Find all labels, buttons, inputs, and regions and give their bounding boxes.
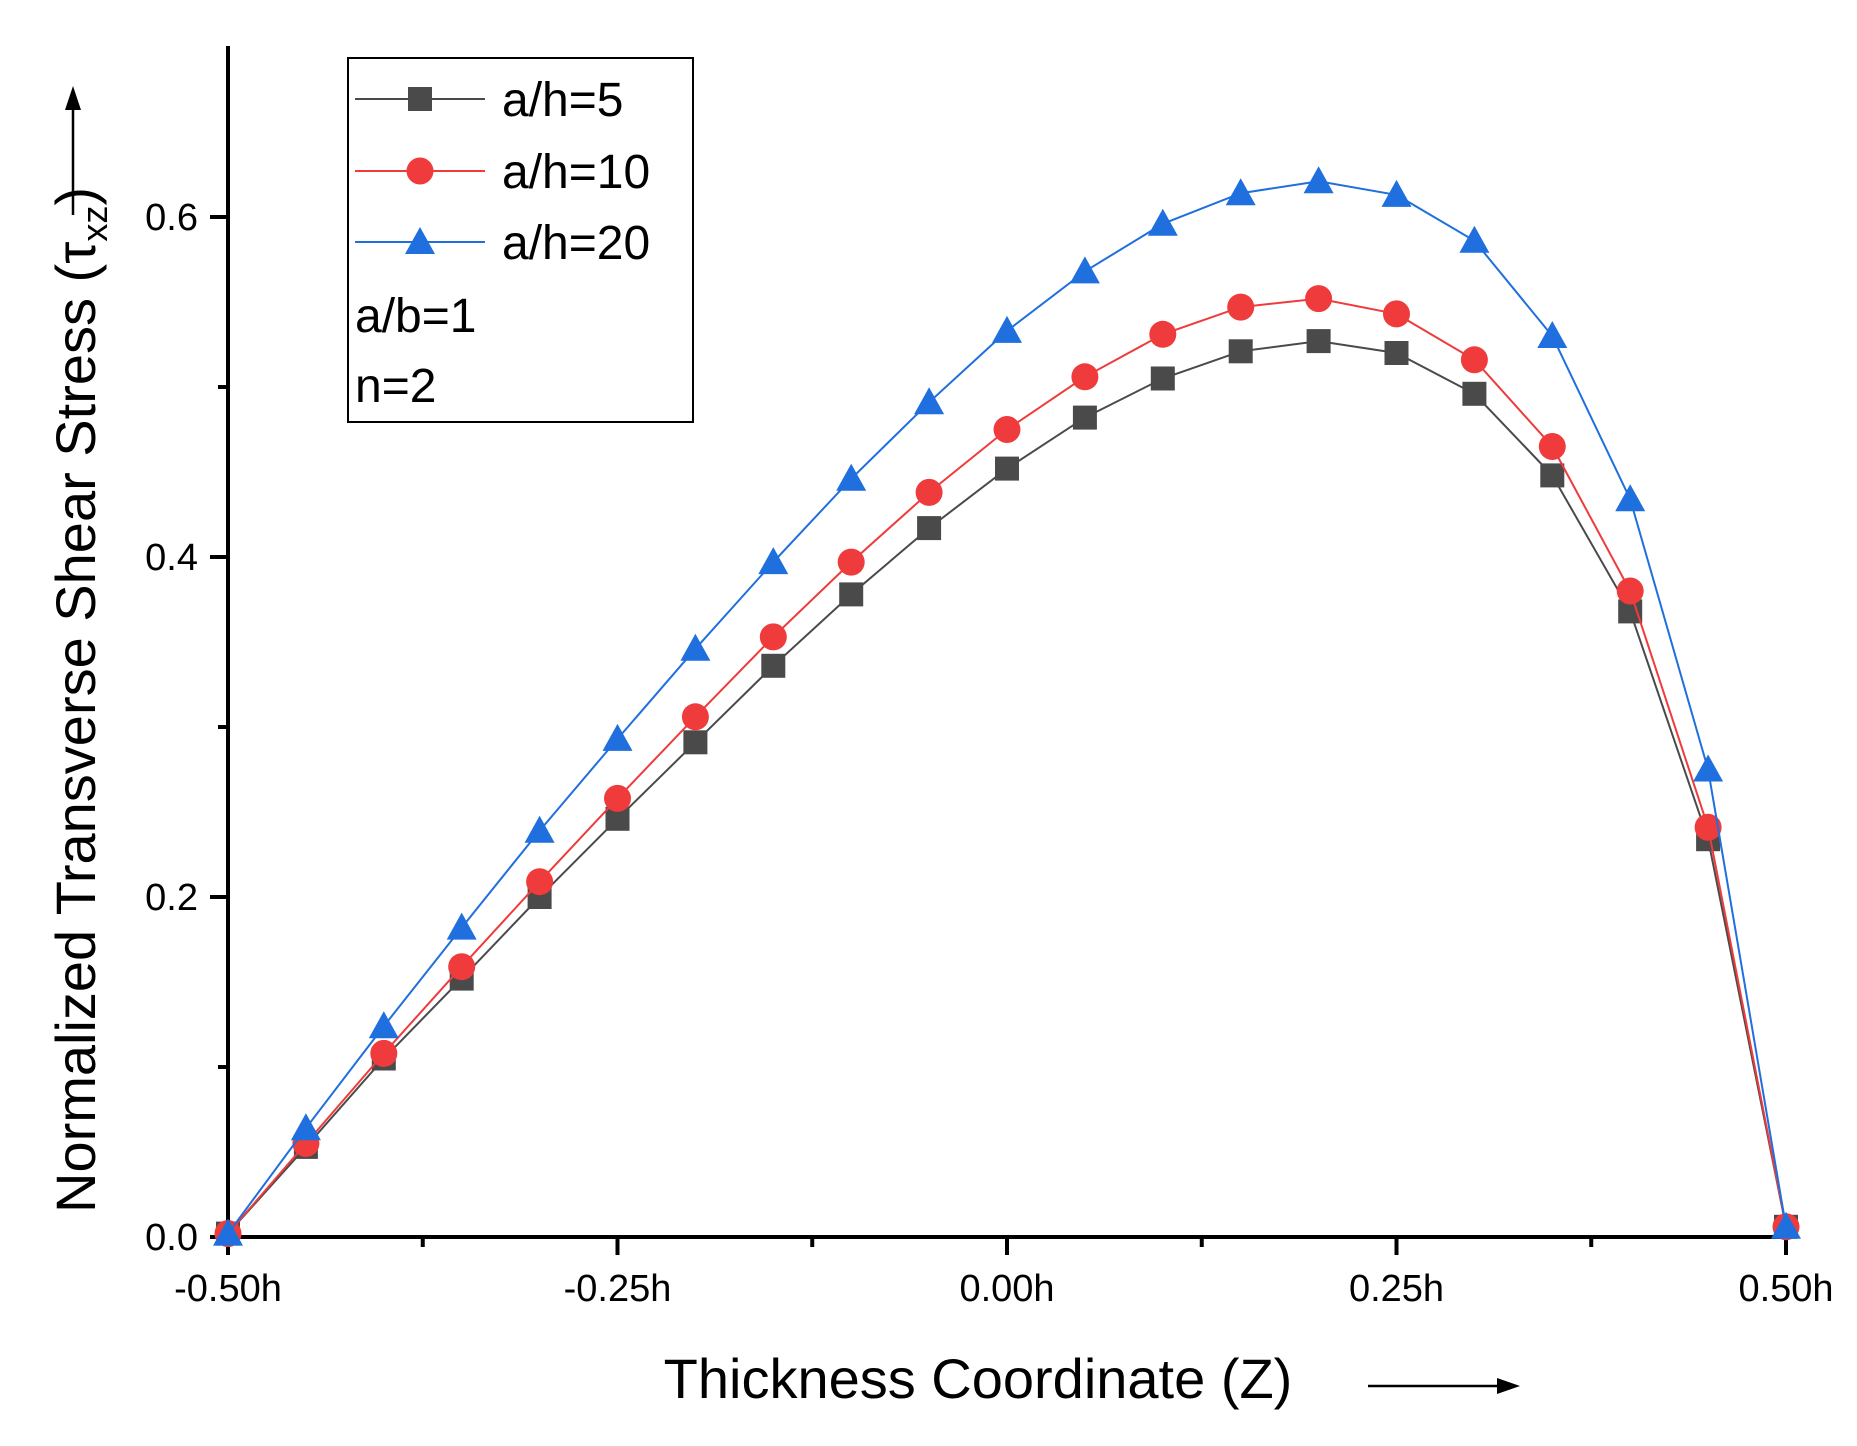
legend-marker — [408, 87, 432, 111]
data-point — [681, 703, 709, 731]
data-point — [836, 463, 867, 491]
data-point — [1694, 813, 1722, 841]
ticks: -0.50h -0.25h 0.00h 0.25h 0.50h 0.0 0.2 0.4 0.6 — [145, 197, 1833, 1310]
data-point — [1150, 366, 1175, 391]
series-3 — [213, 166, 1801, 1246]
data-point — [1771, 1211, 1801, 1239]
data-point — [1383, 300, 1410, 328]
x-axis-arrow — [1368, 1378, 1520, 1394]
data-point — [993, 416, 1021, 443]
data-point — [602, 723, 633, 751]
y-axis-arrow — [65, 86, 81, 215]
legend: a/h=5 a/h=10 a/h=20 a/b=1 n=2 — [347, 57, 694, 423]
data-point — [370, 1039, 398, 1067]
series-layer — [213, 166, 1801, 1248]
x-tick-label: -0.50h — [174, 1268, 282, 1310]
data-point — [914, 387, 945, 415]
data-point — [1228, 339, 1253, 364]
data-point — [761, 653, 786, 678]
data-point — [1459, 225, 1490, 253]
y-axis-title: Normalized Transverse Shear Stress (τxz) — [44, 187, 115, 1213]
data-point — [526, 868, 554, 896]
data-point — [1147, 208, 1178, 236]
data-point — [1693, 754, 1724, 782]
data-point — [290, 1113, 321, 1141]
data-point — [683, 730, 708, 755]
y-axis-title-sub: xz — [74, 206, 115, 242]
data-point — [758, 547, 789, 575]
x-tick-label: 0.25h — [1349, 1268, 1444, 1310]
data-point — [1305, 285, 1333, 313]
data-point — [1540, 463, 1565, 488]
data-point — [448, 953, 476, 981]
series-1 — [216, 329, 1798, 1246]
data-point — [839, 582, 864, 607]
data-point — [1225, 178, 1256, 206]
annotation-text: a/b=1 — [355, 290, 476, 343]
data-point — [837, 548, 865, 576]
y-axis-title-close: ) — [44, 187, 107, 206]
data-point — [1072, 405, 1097, 430]
data-point — [1462, 381, 1487, 406]
legend-label: a/h=10 — [502, 146, 650, 199]
data-point — [995, 456, 1019, 481]
x-tick-label: -0.25h — [564, 1268, 672, 1310]
data-point — [1538, 433, 1566, 460]
y-axis-title-main: Normalized Transverse Shear Stress ( — [44, 263, 107, 1213]
legend-label: a/h=5 — [502, 74, 623, 127]
y-tick-label: 0.0 — [145, 1217, 198, 1259]
data-point — [1615, 484, 1646, 512]
data-point — [604, 784, 631, 812]
data-point — [1306, 329, 1331, 354]
x-tick-label: 0.50h — [1738, 1268, 1833, 1310]
y-tick-label: 0.6 — [145, 197, 198, 239]
data-point — [1381, 179, 1412, 207]
data-point — [446, 912, 477, 940]
y-tick-label: 0.4 — [145, 537, 198, 579]
y-axis-title-symbol: τ — [44, 242, 107, 264]
data-point — [1537, 321, 1568, 348]
annotation-text: n=2 — [355, 360, 436, 413]
data-point — [1227, 293, 1255, 321]
data-point — [1069, 256, 1100, 284]
y-axis-title-group: Normalized Transverse Shear Stress (τxz) — [44, 187, 115, 1213]
data-point — [992, 315, 1022, 343]
data-point — [213, 1218, 243, 1246]
data-point — [759, 623, 787, 651]
data-point — [680, 633, 711, 661]
legend-box — [347, 57, 694, 423]
series-2 — [214, 285, 1800, 1248]
legend-marker — [406, 157, 434, 185]
data-point — [368, 1011, 399, 1039]
data-point — [917, 516, 942, 541]
data-point — [1616, 577, 1644, 605]
legend-marker — [405, 227, 435, 254]
data-point — [524, 815, 555, 843]
legend-label: a/h=20 — [502, 217, 650, 270]
data-point — [1303, 166, 1334, 194]
y-tick-label: 0.2 — [145, 877, 198, 919]
data-point — [915, 478, 943, 506]
data-point — [1460, 346, 1488, 374]
data-point — [1384, 341, 1409, 365]
x-axis-title: Thickness Coordinate (Z) — [664, 1347, 1293, 1410]
data-point — [1071, 363, 1099, 391]
x-tick-label: 0.00h — [959, 1268, 1054, 1310]
data-point — [1149, 320, 1177, 348]
